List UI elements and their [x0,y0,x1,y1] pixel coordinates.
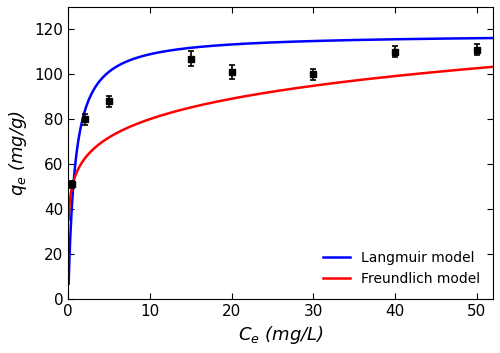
Langmuir model [396,37,402,41]
Langmuir model [252,41,258,45]
Langmuir model [238,42,244,46]
Langmuir model [404,37,410,41]
X-axis label: $C_e$ (mg/L): $C_e$ (mg/L) [238,324,324,346]
Langmuir model [357,38,363,42]
Freundlich model [404,73,410,77]
Freundlich model [252,92,258,97]
Freundlich model [396,73,402,78]
Line: Langmuir model: Langmuir model [68,38,493,284]
Freundlich model [238,95,244,99]
Legend: Langmuir model, Freundlich model: Langmuir model, Freundlich model [317,246,486,292]
Langmuir model [66,282,71,286]
Langmuir model [109,67,115,72]
Freundlich model [357,78,363,82]
Langmuir model [490,36,496,40]
Line: Freundlich model: Freundlich model [68,67,493,220]
Freundlich model [490,65,496,69]
Freundlich model [66,217,71,222]
Y-axis label: $q_e$ (mg/g): $q_e$ (mg/g) [7,110,29,196]
Freundlich model [109,133,115,138]
